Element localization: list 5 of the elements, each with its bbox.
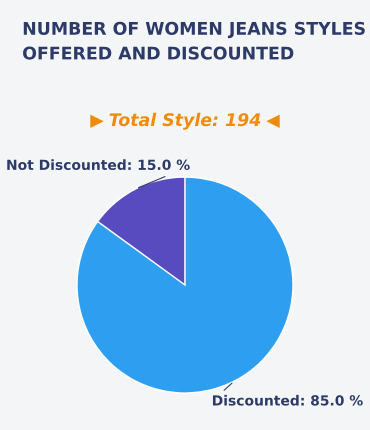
chart-title: NUMBER OF WOMEN JEANS STYLES OFFERED AND DISCOUNTED xyxy=(23,22,365,60)
pie-slice xyxy=(76,176,294,394)
slice-label: Discounted: 85.0 % xyxy=(212,394,363,406)
chart-subtitle: Total Style: 194 xyxy=(110,112,260,130)
slice-label: Not Discounted: 15.0 % xyxy=(7,159,190,170)
